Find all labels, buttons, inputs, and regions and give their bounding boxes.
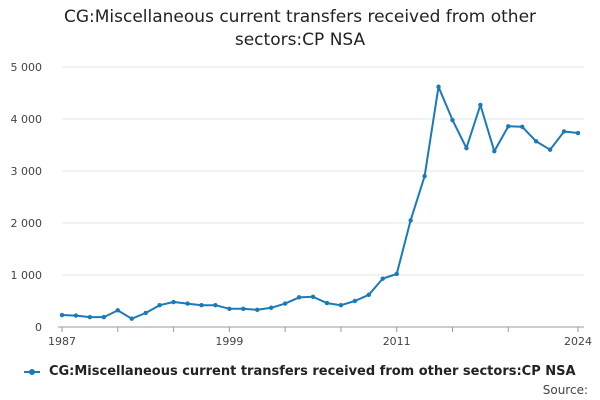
legend-marker-icon [24, 368, 41, 375]
data-point [533, 139, 539, 144]
data-point [157, 302, 162, 308]
series-points [59, 84, 581, 321]
legend: CG:Miscellaneous current transfers recei… [0, 364, 600, 379]
data-point [310, 294, 316, 300]
data-point [561, 129, 567, 134]
legend-label: CG:Miscellaneous current transfers recei… [48, 364, 576, 379]
data-point [506, 124, 511, 129]
data-point [547, 147, 553, 152]
series-line [61, 85, 579, 320]
data-point [352, 298, 358, 304]
data-point [171, 299, 176, 305]
data-point [450, 117, 455, 123]
data-point [87, 314, 93, 320]
data-point [241, 306, 246, 311]
data-point [227, 306, 232, 311]
chart-title-line-1: CG:Miscellaneous current transfers recei… [63, 7, 537, 27]
data-point [255, 307, 260, 313]
data-point [101, 314, 107, 320]
data-point [394, 271, 399, 277]
y-tick-label: 2 000 [11, 217, 43, 230]
y-tick-label: 1 000 [11, 269, 43, 282]
data-point [324, 300, 330, 306]
data-point [338, 302, 344, 308]
x-tick-label: 2024 [564, 335, 592, 348]
x-tick-label: 2011 [383, 335, 411, 348]
data-point [213, 302, 218, 308]
data-point [366, 292, 372, 297]
data-point [73, 313, 79, 318]
gridlines [62, 66, 584, 276]
data-point [185, 301, 190, 306]
x-axis-labels: 1987 1999 2011 2024 [48, 335, 592, 348]
data-point [268, 305, 274, 310]
y-tick-label: 4 000 [11, 113, 43, 126]
chart-title: CG:Miscellaneous current transfers recei… [0, 6, 600, 52]
x-tick-label: 1987 [48, 335, 76, 348]
data-point [380, 276, 385, 281]
data-point [575, 130, 581, 136]
data-point [520, 124, 525, 129]
chart-title-line-2: sectors:CP NSA [234, 30, 366, 50]
data-point [115, 308, 120, 313]
data-point [296, 295, 302, 300]
data-point [129, 316, 134, 321]
x-axis-ticks [61, 327, 579, 332]
y-axis-labels: 0 1 000 2 000 3 000 4 000 5 000 [11, 61, 43, 334]
y-tick-label: 3 000 [11, 165, 43, 178]
data-point [408, 218, 413, 223]
data-point [436, 84, 441, 89]
y-tick-label: 0 [35, 321, 42, 334]
data-point [422, 174, 427, 179]
y-tick-label: 5 000 [11, 61, 43, 74]
data-point [143, 310, 148, 316]
data-point [478, 102, 483, 108]
data-point [282, 301, 288, 306]
source-label: Source: [542, 383, 588, 397]
x-tick-label: 1999 [215, 335, 243, 348]
data-point [492, 149, 497, 154]
data-point [59, 312, 65, 318]
data-point [199, 302, 204, 308]
data-point [464, 145, 469, 151]
